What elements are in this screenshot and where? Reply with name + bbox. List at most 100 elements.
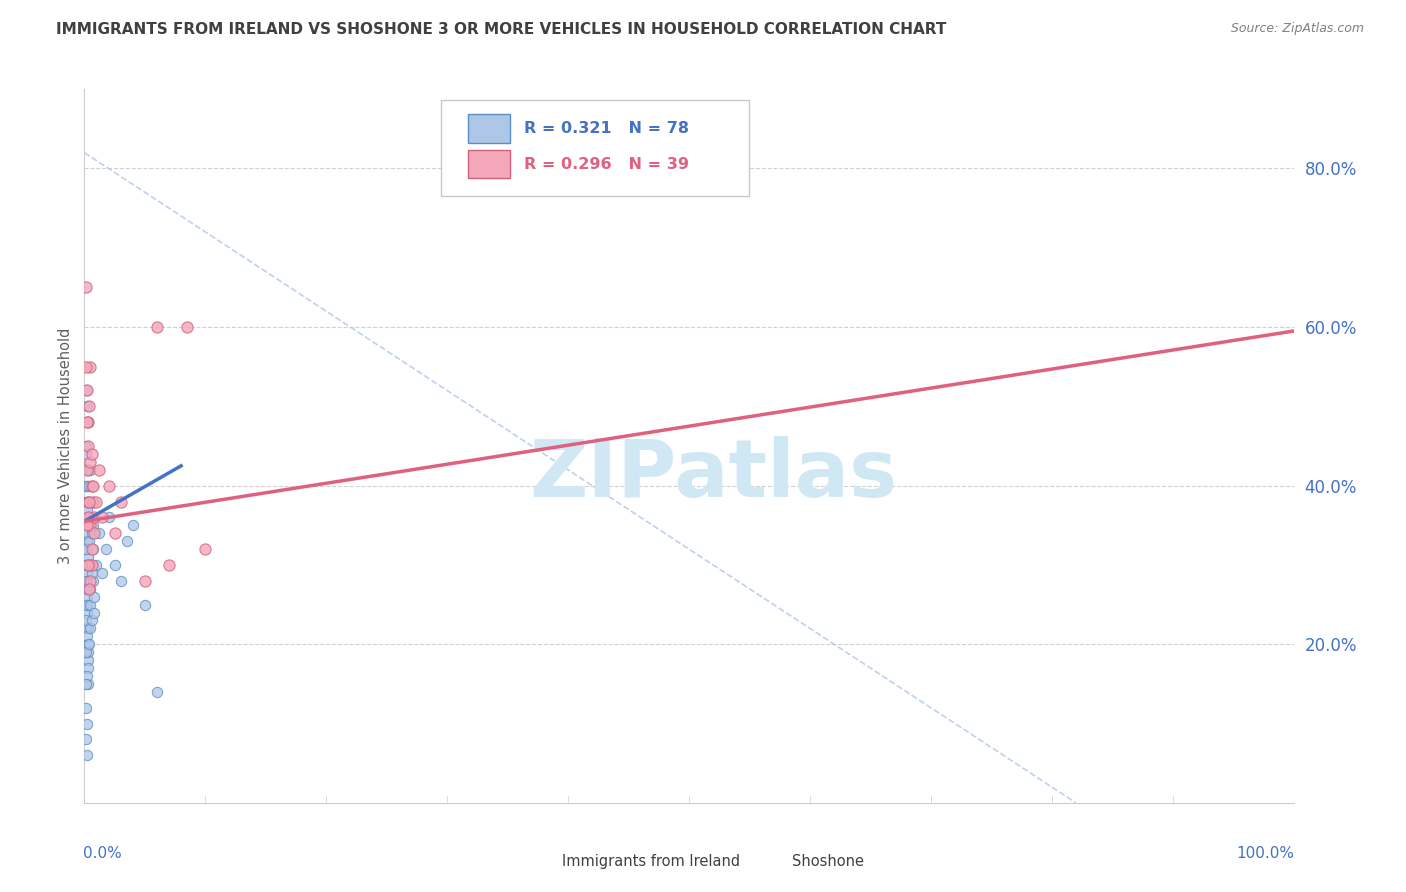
Point — [80, 558, 103, 572]
Point — [79, 598, 101, 612]
Point — [146, 320, 169, 334]
Text: 0.0%: 0.0% — [83, 846, 122, 861]
Text: IMMIGRANTS FROM IRELAND VS SHOSHONE 3 OR MORE VEHICLES IN HOUSEHOLD CORRELATION : IMMIGRANTS FROM IRELAND VS SHOSHONE 3 OR… — [56, 22, 946, 37]
Text: 100.0%: 100.0% — [1237, 846, 1295, 861]
FancyBboxPatch shape — [749, 851, 783, 872]
Point — [80, 526, 103, 541]
Text: ZIPatlas: ZIPatlas — [529, 435, 897, 514]
Point — [79, 494, 101, 508]
Point — [80, 478, 103, 492]
Point — [87, 463, 110, 477]
Point — [75, 645, 97, 659]
Y-axis label: 3 or more Vehicles in Household: 3 or more Vehicles in Household — [58, 328, 73, 564]
Point — [75, 542, 97, 557]
Point — [83, 590, 105, 604]
Point — [77, 637, 100, 651]
Point — [83, 606, 105, 620]
Point — [83, 510, 105, 524]
Point — [82, 478, 104, 492]
Point — [77, 478, 100, 492]
Point — [79, 359, 101, 374]
Point — [121, 518, 143, 533]
Point — [76, 518, 98, 533]
Point — [110, 574, 132, 588]
Point — [76, 526, 98, 541]
Point — [97, 510, 120, 524]
Point — [77, 677, 100, 691]
Point — [76, 629, 98, 643]
FancyBboxPatch shape — [468, 150, 510, 178]
Point — [77, 637, 100, 651]
Point — [176, 320, 198, 334]
Point — [76, 606, 98, 620]
Point — [76, 518, 98, 533]
Point — [79, 574, 101, 588]
FancyBboxPatch shape — [468, 114, 510, 143]
Point — [77, 494, 100, 508]
Point — [76, 463, 98, 477]
Point — [79, 518, 101, 533]
Point — [76, 598, 98, 612]
Point — [134, 574, 156, 588]
Point — [75, 510, 97, 524]
Point — [76, 716, 98, 731]
Point — [76, 502, 98, 516]
Point — [104, 526, 127, 541]
FancyBboxPatch shape — [441, 100, 749, 196]
Point — [87, 526, 110, 541]
Point — [79, 455, 101, 469]
Point — [104, 558, 127, 572]
Point — [77, 534, 100, 549]
Point — [75, 494, 97, 508]
Point — [75, 558, 97, 572]
Point — [76, 384, 98, 398]
Point — [76, 590, 98, 604]
Point — [76, 494, 98, 508]
Point — [77, 582, 100, 596]
Text: Immigrants from Ireland: Immigrants from Ireland — [562, 854, 740, 869]
Point — [77, 415, 100, 429]
Text: Source: ZipAtlas.com: Source: ZipAtlas.com — [1230, 22, 1364, 36]
Point — [80, 566, 103, 580]
Point — [77, 494, 100, 508]
Point — [94, 542, 117, 557]
Point — [77, 510, 100, 524]
Point — [76, 463, 98, 477]
Point — [75, 359, 97, 374]
Text: R = 0.296   N = 39: R = 0.296 N = 39 — [524, 157, 689, 171]
Point — [76, 748, 98, 763]
Point — [77, 558, 100, 572]
Point — [75, 518, 97, 533]
Point — [75, 574, 97, 588]
Point — [83, 526, 105, 541]
Point — [77, 645, 100, 659]
Point — [75, 280, 97, 294]
Point — [146, 685, 169, 699]
Point — [80, 558, 103, 572]
Point — [91, 510, 114, 524]
Point — [76, 574, 98, 588]
Point — [77, 582, 100, 596]
Point — [76, 400, 98, 414]
Point — [157, 558, 180, 572]
FancyBboxPatch shape — [520, 851, 554, 872]
Point — [77, 439, 100, 453]
Point — [75, 384, 97, 398]
Point — [75, 700, 97, 714]
Point — [77, 510, 100, 524]
Point — [82, 542, 104, 557]
Point — [75, 478, 97, 492]
Point — [77, 653, 100, 667]
Text: Shoshone: Shoshone — [792, 854, 863, 869]
Point — [76, 542, 98, 557]
Point — [80, 542, 103, 557]
Point — [76, 534, 98, 549]
Point — [80, 447, 103, 461]
Point — [77, 549, 100, 564]
Point — [82, 494, 104, 508]
Point — [75, 439, 97, 453]
Point — [86, 494, 108, 508]
Point — [80, 494, 103, 508]
Point — [77, 400, 100, 414]
Point — [110, 494, 132, 508]
